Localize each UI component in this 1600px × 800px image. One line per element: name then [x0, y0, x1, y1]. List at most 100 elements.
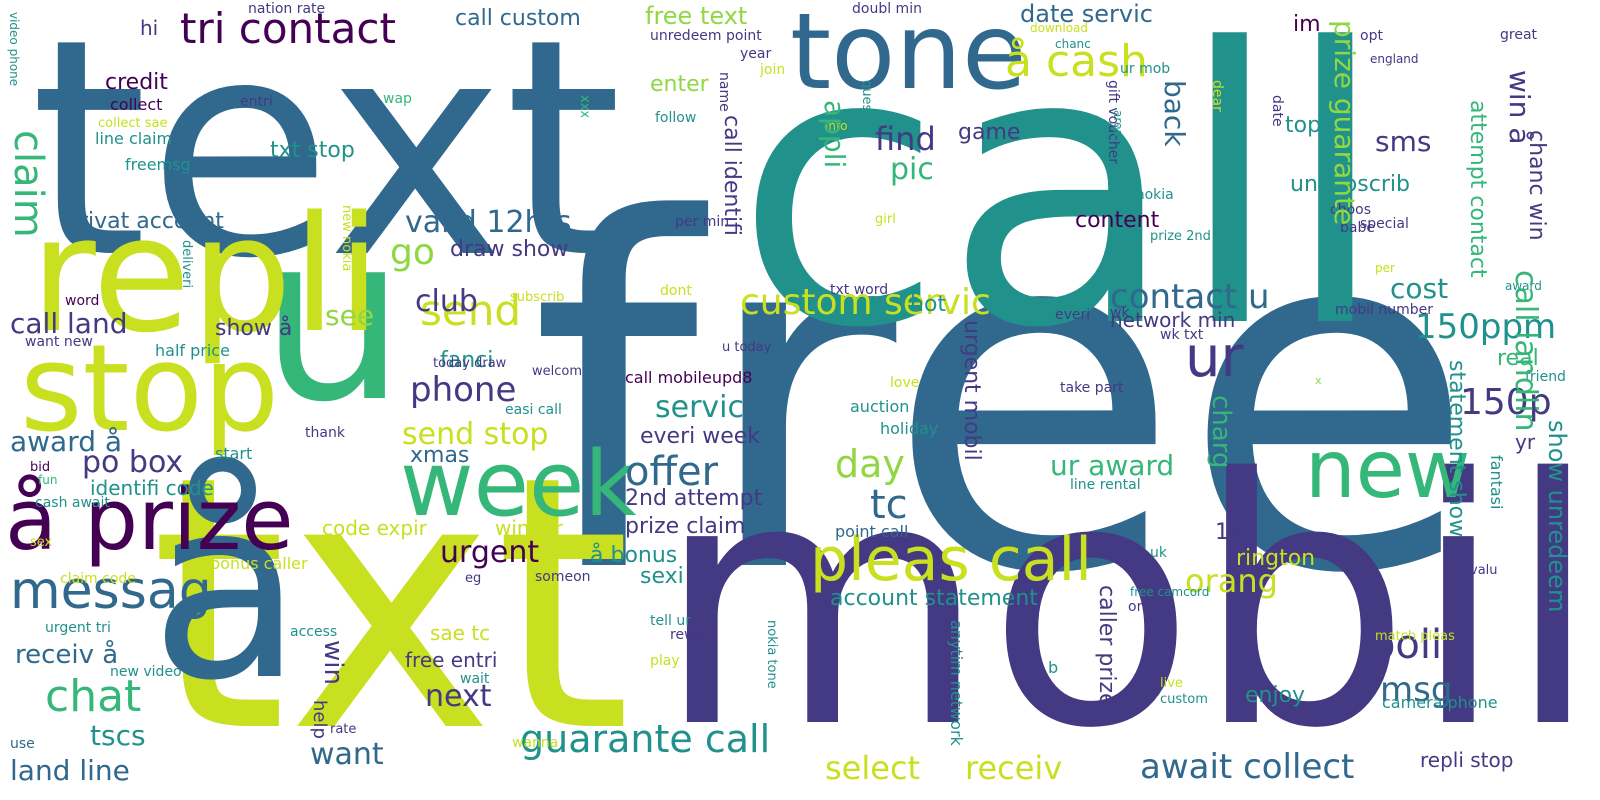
word-contact-u: contact u [1110, 277, 1270, 317]
word-week: week [400, 432, 637, 537]
word-code-expir: code expir [322, 516, 427, 540]
word-fanci: fanci [440, 348, 494, 373]
word-anytim-network: anytim network [947, 620, 966, 746]
word-today-draw: today draw [433, 356, 507, 371]
word-custom: custom [1160, 692, 1208, 707]
word-welcom: welcom [532, 364, 583, 379]
word-sex: sex [30, 535, 53, 550]
word-network-min: network min [1110, 308, 1236, 332]
word-question: question [859, 80, 874, 137]
word-fun: fun [38, 473, 58, 487]
word-content: content [1075, 208, 1160, 233]
word-back: back [1158, 80, 1191, 147]
word-choos: choos [1330, 202, 1371, 218]
word-everi: everi [1055, 307, 1091, 323]
word-servic: servic [655, 390, 745, 425]
word-subscrib: subscrib [510, 290, 565, 305]
word-charg: charg [1206, 395, 1236, 469]
word-tc: tc [870, 482, 908, 528]
word-urgent-tri: urgent tri [45, 620, 111, 636]
word-stop: stop [20, 320, 280, 459]
word-doubl-min: doubl min [852, 1, 922, 17]
word-video-phone: video phone [7, 12, 21, 87]
word-girl: girl [875, 212, 896, 227]
word-mobil: mobil [656, 407, 1600, 800]
word-tri-contact: tri contact [180, 4, 396, 53]
word-win: win [318, 640, 348, 685]
word-join: join [760, 62, 786, 78]
word-chat: chat [45, 671, 142, 722]
word-bonus: å bonus [590, 543, 678, 568]
word-xxx: xxx [577, 95, 592, 119]
word-offer: offer [625, 449, 719, 495]
word-mobil-number: mobil number [1335, 302, 1433, 318]
word-hot: hot [910, 292, 947, 317]
word-bonus-caller: bonus caller [210, 554, 308, 573]
word-txt-word: txt word [830, 282, 889, 298]
word-land-line: land line [10, 754, 130, 787]
word-urgent: urgent [440, 535, 540, 570]
word-tscs: tscs [90, 719, 146, 752]
word-love: love [890, 375, 920, 391]
word-rington: rington [1236, 546, 1316, 571]
word-valid-12hrs: valid 12hrs [405, 205, 572, 240]
word-send: send [420, 286, 522, 335]
word-call-custom: call custom [455, 6, 581, 31]
word-xmas: xmas [410, 443, 470, 468]
word-game: game [958, 120, 1021, 145]
word-cash-await: cash await [35, 495, 110, 511]
word-dear: dear [1209, 80, 1225, 112]
word-privat-account: privat account [65, 209, 224, 234]
word-wk-txt: wk txt [1160, 327, 1204, 343]
word-freemsg: freemsg [125, 155, 191, 174]
word-tell-ur: tell ur [650, 613, 691, 629]
word-nation-rate: nation rate [248, 1, 326, 17]
word-1st: 1st [1215, 520, 1250, 545]
word-poli: poli [1370, 622, 1443, 668]
word-go: go [390, 232, 435, 273]
word-enter: enter [650, 72, 709, 97]
word-orang: orang [1185, 562, 1278, 600]
word-appli: appli [818, 100, 851, 169]
word-babe: babe [1340, 220, 1375, 236]
word-im: im [1293, 12, 1321, 37]
word-sms: sms [1375, 125, 1432, 158]
word-valu: valu [1470, 563, 1498, 578]
word-help: help [309, 700, 330, 739]
word-ur-award: ur award [1050, 449, 1175, 482]
word-urgent-mobil: urgent mobil [959, 320, 984, 461]
word-msg: msg [1380, 670, 1453, 710]
word-account-statement: account statement [830, 586, 1038, 611]
word-thank: thank [305, 425, 345, 441]
word-friend: friend [1525, 369, 1566, 385]
word-next: next [425, 679, 492, 714]
word-club: club [415, 284, 478, 319]
word-download: download [1030, 21, 1089, 35]
word-auction: auction [850, 397, 910, 416]
word-new: new [1305, 423, 1471, 516]
word-repli-stop: repli stop [1420, 748, 1514, 772]
word-wap: wap [383, 91, 412, 107]
word-yr: yr [1515, 430, 1536, 454]
word-messag: messag [10, 561, 212, 621]
word-send-stop: send stop [402, 417, 549, 452]
word-real: real [1497, 346, 1539, 371]
word-camera-phone: camera phone [1382, 693, 1498, 712]
word-line-rental: line rental [1070, 477, 1141, 493]
word-txt-stop: txt stop [270, 138, 355, 163]
word-sae-tc: sae tc [430, 621, 491, 645]
word-want: want [310, 737, 384, 772]
word-x: x [1315, 374, 1322, 387]
word-draw-show: draw show [450, 237, 569, 262]
word-phone: phone [410, 370, 517, 410]
word-po-box: po box [82, 445, 184, 480]
word-receiv: receiv [965, 749, 1063, 787]
word-live: live [1160, 676, 1183, 691]
word-line-claim: line claim [95, 129, 173, 148]
word-sexi: sexi [640, 564, 684, 589]
word-custom-servic: custom servic [740, 282, 991, 323]
word-prize-guarante: prize guarante [1328, 20, 1361, 226]
word-receiv: receiv å [15, 640, 119, 670]
word-cost: cost [1390, 272, 1449, 305]
